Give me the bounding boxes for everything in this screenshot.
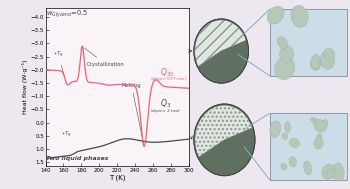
Ellipse shape bbox=[327, 169, 334, 178]
Text: Two liquid phases: Two liquid phases bbox=[47, 156, 109, 161]
Text: $\bullet T_{g^{\prime}}$: $\bullet T_{g^{\prime}}$ bbox=[53, 50, 64, 77]
Ellipse shape bbox=[316, 133, 322, 143]
Ellipse shape bbox=[275, 57, 295, 80]
Text: $w_{Glycerol}$=0.5: $w_{Glycerol}$=0.5 bbox=[47, 8, 89, 20]
Ellipse shape bbox=[314, 119, 326, 132]
Text: $(d_{pore}$= 2 nm): $(d_{pore}$= 2 nm) bbox=[150, 107, 182, 116]
Ellipse shape bbox=[291, 5, 308, 27]
Ellipse shape bbox=[311, 54, 320, 69]
Wedge shape bbox=[194, 104, 255, 176]
Y-axis label: Heat flow (W·g⁻¹): Heat flow (W·g⁻¹) bbox=[22, 60, 28, 114]
Text: $\bullet T_{g}$: $\bullet T_{g}$ bbox=[61, 130, 71, 140]
Ellipse shape bbox=[270, 121, 281, 138]
Wedge shape bbox=[195, 105, 252, 157]
Bar bbox=[270, 113, 347, 180]
Ellipse shape bbox=[304, 161, 312, 175]
Ellipse shape bbox=[280, 46, 294, 62]
Text: $(d_{pore}$= 57.7 nm): $(d_{pore}$= 57.7 nm) bbox=[150, 76, 188, 84]
Ellipse shape bbox=[281, 163, 287, 170]
Ellipse shape bbox=[285, 122, 290, 132]
Ellipse shape bbox=[310, 117, 317, 123]
Ellipse shape bbox=[277, 37, 288, 49]
Wedge shape bbox=[195, 20, 246, 67]
Ellipse shape bbox=[310, 57, 321, 70]
Ellipse shape bbox=[292, 142, 297, 148]
Text: Melting: Melting bbox=[122, 83, 144, 144]
Text: $Q_3$: $Q_3$ bbox=[160, 97, 171, 110]
Wedge shape bbox=[194, 19, 248, 83]
Ellipse shape bbox=[323, 48, 335, 59]
Ellipse shape bbox=[267, 6, 284, 24]
Ellipse shape bbox=[289, 157, 296, 167]
Text: $Q_{30}$: $Q_{30}$ bbox=[160, 66, 175, 79]
Ellipse shape bbox=[322, 120, 328, 128]
Ellipse shape bbox=[282, 133, 288, 139]
Ellipse shape bbox=[289, 138, 299, 148]
Ellipse shape bbox=[320, 51, 335, 69]
Text: Crystallization: Crystallization bbox=[84, 48, 125, 67]
Ellipse shape bbox=[314, 138, 323, 149]
Bar bbox=[270, 9, 347, 76]
X-axis label: T (K): T (K) bbox=[109, 174, 126, 181]
Ellipse shape bbox=[333, 163, 344, 181]
Ellipse shape bbox=[322, 164, 335, 179]
